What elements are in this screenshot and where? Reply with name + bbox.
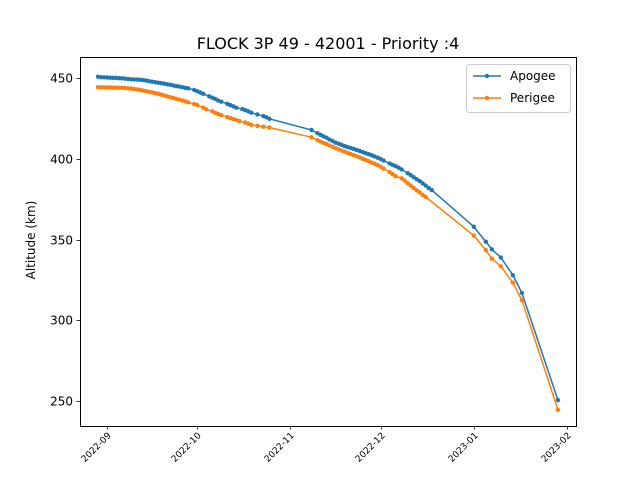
data-point-perigee	[510, 280, 516, 285]
data-point-perigee	[267, 125, 272, 130]
data-point-apogee	[201, 91, 206, 96]
data-point-perigee	[255, 123, 260, 129]
data-point-perigee	[498, 264, 504, 269]
data-point-perigee	[186, 100, 191, 105]
data-point-perigee	[555, 407, 561, 413]
legend: Apogee Perigee	[466, 64, 571, 113]
data-point-apogee	[489, 247, 495, 252]
data-point-apogee	[381, 158, 386, 163]
data-point-apogee	[267, 116, 272, 122]
data-point-apogee	[219, 99, 224, 104]
data-point-apogee	[309, 127, 314, 133]
data-point-apogee	[186, 86, 191, 91]
data-point-apogee	[423, 183, 428, 188]
y-tick-label: 250	[50, 395, 73, 409]
plot-area	[95, 74, 561, 413]
data-point-perigee	[471, 233, 476, 238]
data-point-perigee	[402, 178, 407, 183]
data-point-apogee	[498, 255, 504, 260]
data-point-apogee	[429, 187, 434, 193]
data-point-perigee	[393, 174, 398, 179]
data-point-apogee	[510, 272, 516, 278]
y-tick-label: 300	[50, 314, 73, 328]
data-point-perigee	[104, 85, 110, 90]
legend-marker-apogee	[484, 73, 490, 79]
data-point-perigee	[399, 176, 404, 181]
y-axis-label: Altitude (km)	[24, 201, 38, 280]
data-point-perigee	[417, 190, 422, 195]
data-point-perigee	[195, 102, 200, 108]
chart-title: FLOCK 3P 49 - 42001 - Priority :4	[197, 34, 460, 53]
data-point-perigee	[483, 247, 489, 253]
data-point-apogee	[471, 224, 476, 229]
data-point-perigee	[519, 297, 525, 303]
data-point-perigee	[381, 166, 386, 171]
data-point-perigee	[98, 85, 104, 90]
data-point-perigee	[411, 185, 416, 191]
data-point-apogee	[249, 110, 254, 115]
data-point-apogee	[417, 178, 422, 184]
axes-frame	[80, 57, 577, 427]
data-point-apogee	[234, 105, 239, 110]
data-point-perigee	[237, 118, 242, 124]
y-tick-label: 450	[50, 72, 73, 86]
data-point-apogee	[399, 167, 404, 172]
data-point-perigee	[249, 122, 254, 127]
data-point-perigee	[405, 180, 410, 186]
y-tick-label: 350	[50, 234, 73, 248]
data-point-apogee	[255, 112, 260, 117]
data-point-apogee	[483, 239, 489, 244]
data-point-perigee	[408, 183, 413, 188]
data-point-apogee	[555, 397, 561, 403]
data-point-perigee	[204, 107, 209, 112]
legend-label-apogee: Apogee	[510, 69, 556, 83]
legend-label-perigee: Perigee	[510, 91, 555, 105]
data-point-apogee	[519, 290, 525, 296]
legend-marker-perigee	[484, 95, 490, 101]
data-point-perigee	[423, 194, 428, 200]
data-point-perigee	[261, 124, 266, 129]
data-point-apogee	[420, 181, 425, 186]
data-point-perigee	[219, 112, 224, 118]
data-point-perigee	[309, 134, 314, 140]
y-tick-label: 400	[50, 153, 73, 167]
data-point-perigee	[489, 256, 495, 261]
y-axis: 250 300 350 400 450	[50, 72, 80, 409]
